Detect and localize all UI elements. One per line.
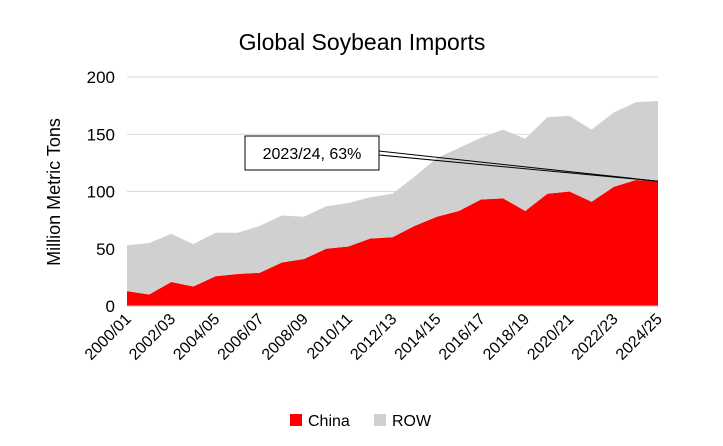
y-tick-label: 100 [87,183,115,202]
x-tick-label: 2018/19 [480,311,533,364]
area-china [127,180,658,306]
y-axis-label: Million Metric Tons [44,118,64,266]
legend: China ROW [290,413,432,430]
x-tick-label: 2002/03 [126,311,179,364]
x-tick-label: 2016/17 [436,311,489,364]
y-tick-label: 0 [106,297,115,316]
annotation: 2023/24, 63% [244,135,659,182]
x-tick-label: 2014/15 [392,311,445,364]
plot-area [127,101,658,306]
y-tick-label: 50 [96,240,115,259]
x-tick-label: 2012/13 [347,311,400,364]
x-tick-label: 2004/05 [170,311,223,364]
callout-text: 2023/24, 63% [263,146,362,163]
legend-label-china: China [308,413,350,430]
x-tick-label: 2006/07 [215,311,268,364]
x-tick-label: 2020/21 [524,311,577,364]
callout-leader-line [378,154,659,182]
x-tick-label: 2000/01 [82,311,135,364]
y-tick-label: 200 [87,68,115,87]
legend-swatch-row [374,414,386,426]
chart-title: Global Soybean Imports [239,29,486,55]
legend-swatch-china [290,414,302,426]
x-tick-label: 2022/23 [569,311,622,364]
x-tick-label: 2024/25 [613,311,666,364]
y-tick-label: 150 [87,125,115,144]
x-tick-label: 2010/11 [304,311,356,363]
area-row [127,101,658,295]
callout-box [244,135,380,171]
legend-label-row: ROW [392,413,432,430]
callout-leader-line [378,150,659,182]
x-tick-label: 2008/09 [259,311,312,364]
